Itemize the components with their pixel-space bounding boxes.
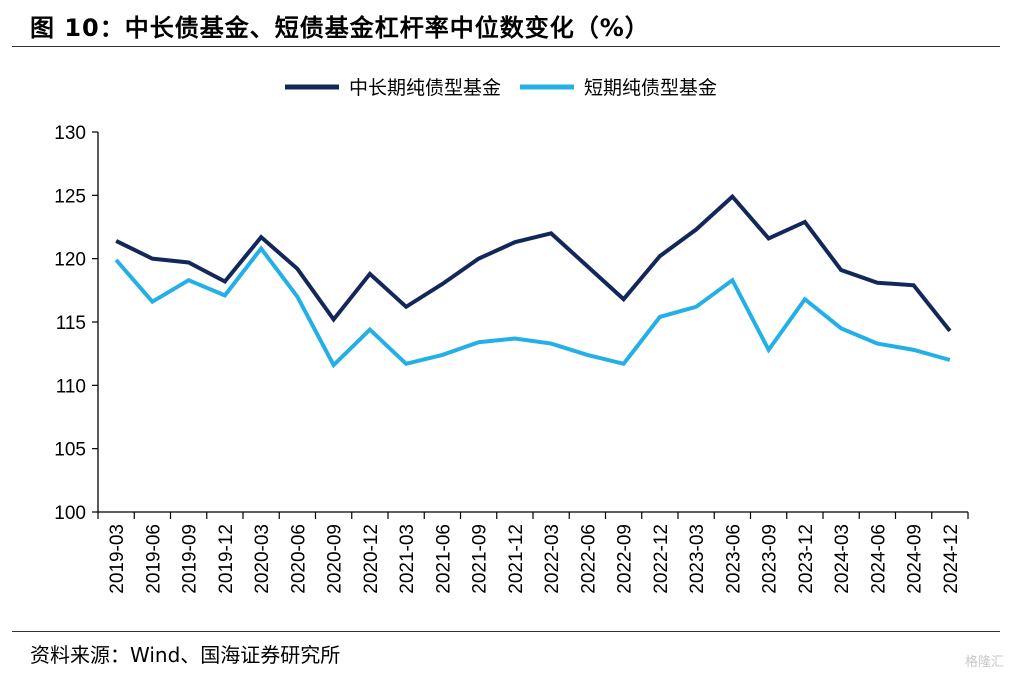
series-line-2 xyxy=(114,245,951,369)
y-tick-label: 105 xyxy=(54,440,86,461)
x-tick-label: 2024-09 xyxy=(905,524,926,594)
x-axis: 2019-03 2019-06 2019-09 2019-12 2020-03 2020-… xyxy=(97,511,969,594)
x-tick-label: 2023-06 xyxy=(723,524,744,594)
series-lines xyxy=(114,193,952,369)
x-tick-label: 2024-12 xyxy=(941,524,962,594)
x-tick-label: 2024-03 xyxy=(832,524,853,594)
legend-label-1: 中长期纯债型基金 xyxy=(349,77,501,99)
x-tick-label: 2019-09 xyxy=(180,524,201,594)
x-tick-label: 2023-12 xyxy=(796,524,817,594)
x-tick-label: 2022-03 xyxy=(542,524,563,594)
source-note: 资料来源：Wind、国海证券研究所 xyxy=(30,643,341,667)
source-divider xyxy=(12,631,1000,632)
x-tick-label: 2021-06 xyxy=(433,524,454,594)
y-tick-label: 100 xyxy=(54,503,86,524)
x-tick-label: 2021-03 xyxy=(397,524,418,594)
y-axis: 100 105 110 115 120 125 130 xyxy=(54,123,99,524)
x-tick-label: 2022-12 xyxy=(651,524,672,594)
x-tick-label: 2022-09 xyxy=(615,524,636,594)
x-tick-label: 2020-03 xyxy=(252,524,273,594)
watermark: 格隆汇 xyxy=(964,655,1004,670)
y-tick-label: 120 xyxy=(54,250,86,271)
x-tick-label: 2019-03 xyxy=(107,524,128,594)
x-tick-label: 2020-06 xyxy=(288,524,309,594)
series-line-1 xyxy=(115,193,952,333)
legend: 中长期纯债型基金 短期纯债型基金 xyxy=(285,77,717,99)
title-divider xyxy=(12,46,1000,47)
x-tick-label: 2023-03 xyxy=(687,524,708,594)
x-tick-label: 2019-06 xyxy=(143,524,164,594)
y-tick-label: 110 xyxy=(56,376,86,397)
y-tick-label: 125 xyxy=(54,186,86,207)
x-tick-label: 2021-12 xyxy=(506,524,527,594)
x-tick-label: 2021-09 xyxy=(470,524,491,594)
y-tick-label: 115 xyxy=(56,313,86,334)
chart-title: 图 10：中长债基金、短债基金杠杆率中位数变化（%） xyxy=(30,14,650,42)
y-tick-label: 130 xyxy=(54,123,86,144)
x-tick-label: 2020-12 xyxy=(361,524,382,594)
x-tick-label: 2024-06 xyxy=(868,524,889,594)
x-tick-label: 2020-09 xyxy=(325,524,346,594)
x-tick-label: 2019-12 xyxy=(216,524,237,594)
x-tick-label: 2023-09 xyxy=(760,524,781,594)
legend-label-2: 短期纯债型基金 xyxy=(584,77,717,99)
x-tick-label: 2022-06 xyxy=(578,524,599,594)
